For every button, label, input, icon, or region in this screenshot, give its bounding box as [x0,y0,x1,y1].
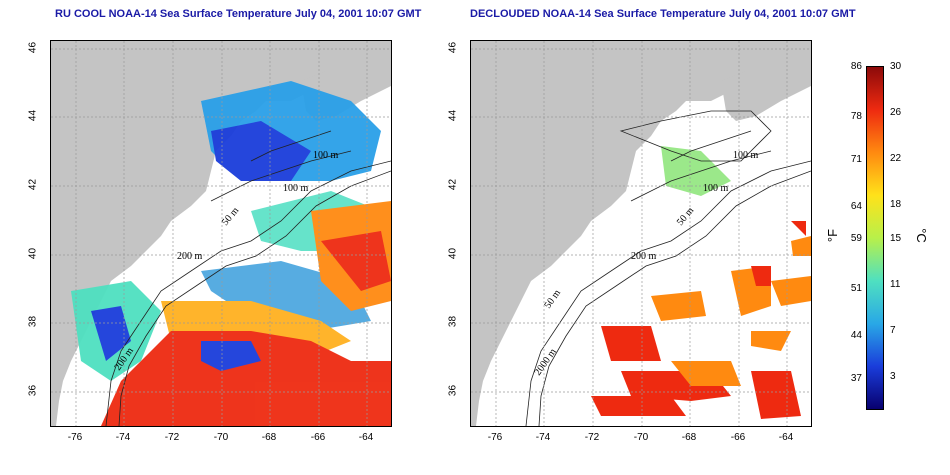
lat-tick: 40 [447,247,459,260]
depth-label: 200 m [631,251,657,262]
fahrenheit-tick: 86 [850,61,862,72]
lat-tick: 46 [447,41,459,54]
sst-pixels [591,146,811,419]
lon-tick: -66 [730,432,746,443]
lat-tick: 44 [447,109,459,122]
fahrenheit-unit-label: °F [825,228,841,243]
lat-tick: 42 [447,178,459,191]
lon-tick: -64 [358,432,374,443]
right-map-title: DECLOUDED NOAA-14 Sea Surface Temperatur… [470,8,856,20]
lon-tick: -74 [115,432,131,443]
depth-label: 100 m [313,150,339,161]
lon-tick: -68 [681,432,697,443]
fahrenheit-tick: 71 [850,154,862,165]
lon-tick: -70 [213,432,229,443]
lon-tick: -66 [310,432,326,443]
land-nova-scotia [721,61,811,121]
celsius-unit-label: °C [913,228,929,243]
lon-tick: -76 [67,432,83,443]
depth-label: 50 m [675,205,697,228]
left-map-canvas: 100 m 100 m 50 m 200 m 200 m [51,41,391,426]
lon-tick: -74 [535,432,551,443]
depth-label: 100 m [283,183,309,194]
lat-tick: 36 [447,384,459,397]
lat-tick: 40 [27,247,39,260]
temperature-colorbar [866,66,884,410]
land-mass [51,41,391,426]
lat-tick: 38 [27,315,39,328]
lon-tick: -76 [487,432,503,443]
depth-contours [525,110,811,426]
fahrenheit-tick: 51 [850,283,862,294]
lon-tick: -72 [164,432,180,443]
celsius-tick: 7 [890,325,896,336]
lon-tick: -64 [778,432,794,443]
celsius-tick: 11 [890,279,901,290]
lon-tick: -72 [584,432,600,443]
depth-label: 100 m [703,183,729,194]
fahrenheit-tick: 37 [850,373,862,384]
celsius-tick: 22 [890,153,902,164]
fahrenheit-tick: 64 [850,201,862,212]
depth-label: 200 m [177,251,203,262]
lat-tick: 46 [27,41,39,54]
depth-label: 2000 m [532,346,559,377]
depth-label: 50 m [542,288,563,311]
land-mass [471,41,811,426]
lat-tick: 36 [27,384,39,397]
fahrenheit-tick: 44 [850,330,862,341]
fahrenheit-tick: 59 [850,233,862,244]
lat-tick: 42 [27,178,39,191]
depth-contours [105,130,391,426]
depth-label: 100 m [733,150,759,161]
lon-tick: -68 [261,432,277,443]
right-map-canvas: 100 m 100 m 50 m 200 m 50 m 2000 m [471,41,811,426]
lon-tick: -70 [633,432,649,443]
graticule [51,41,391,426]
depth-label: 50 m [220,205,242,228]
lat-tick: 38 [447,315,459,328]
lat-tick: 44 [27,109,39,122]
right-sst-map: 100 m 100 m 50 m 200 m 50 m 2000 m [470,40,812,427]
celsius-tick: 15 [890,233,902,244]
fahrenheit-tick: 78 [850,111,862,122]
celsius-tick: 26 [890,107,902,118]
graticule [471,41,811,426]
celsius-tick: 18 [890,199,902,210]
celsius-tick: 3 [890,371,896,382]
celsius-tick: 30 [890,61,902,72]
sst-pixels [71,81,391,426]
left-map-title: RU COOL NOAA-14 Sea Surface Temperature … [55,8,422,20]
left-sst-map: 100 m 100 m 50 m 200 m 200 m [50,40,392,427]
